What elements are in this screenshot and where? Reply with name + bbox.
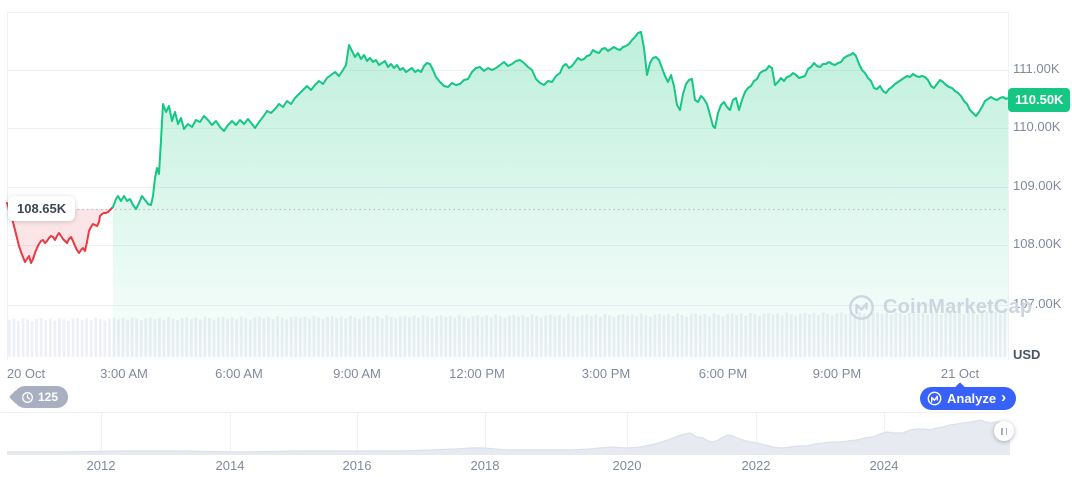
chevron-right-icon: › — [1001, 389, 1007, 406]
x-tick-label: 20 Oct — [6, 366, 46, 381]
x-tick-label: 6:00 PM — [698, 366, 748, 381]
x-tick-label: 21 Oct — [940, 366, 980, 381]
slider-handle[interactable] — [994, 421, 1014, 441]
year-tick-label: 2012 — [86, 458, 116, 473]
clock-icon — [22, 391, 33, 403]
analyze-button[interactable]: Analyze › — [920, 387, 1017, 410]
year-tick-label: 2016 — [342, 458, 372, 473]
x-tick-label: 12:00 PM — [449, 366, 505, 381]
history-count-badge[interactable]: 125 — [14, 386, 69, 408]
x-tick-label: 9:00 AM — [333, 366, 381, 381]
currency-label: USD — [1013, 347, 1041, 362]
y-tick-label: 109.00K — [1013, 178, 1062, 193]
cmc-logo-icon — [927, 391, 942, 406]
x-tick-label: 3:00 AM — [100, 366, 148, 381]
analyze-label: Analyze — [947, 391, 997, 406]
year-tick-label: 2020 — [612, 458, 642, 473]
reference-price-label: 108.65K — [8, 196, 76, 221]
x-tick-label: 9:00 PM — [812, 366, 862, 381]
year-tick-label: 2022 — [741, 458, 771, 473]
y-tick-label: 108.00K — [1013, 236, 1062, 251]
year-tick-label: 2024 — [869, 458, 899, 473]
y-tick-label: 107.00K — [1013, 296, 1062, 311]
price-chart[interactable] — [0, 0, 1010, 412]
current-price-badge: 110.50K — [1008, 88, 1071, 112]
y-tick-label: 110.00K — [1013, 119, 1061, 134]
history-count: 125 — [38, 390, 59, 404]
x-tick-label: 6:00 AM — [215, 366, 263, 381]
year-tick-label: 2014 — [215, 458, 245, 473]
range-slider-chart[interactable] — [0, 412, 1010, 457]
year-tick-label: 2018 — [470, 458, 500, 473]
y-tick-label: 111.00K — [1013, 61, 1060, 76]
x-tick-label: 3:00 PM — [581, 366, 631, 381]
